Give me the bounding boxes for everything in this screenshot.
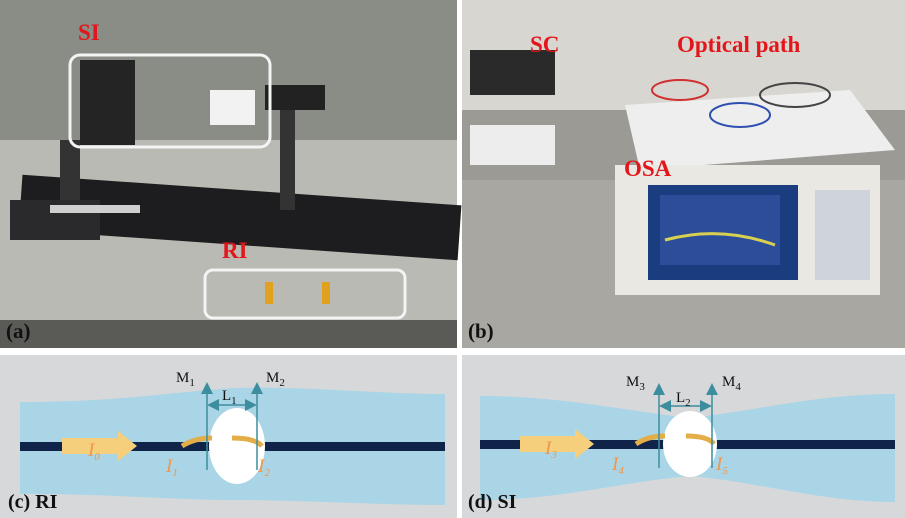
panel-caption: (d) SI — [468, 491, 517, 513]
label-part: 4 — [618, 465, 624, 477]
photo-label: SI — [78, 20, 100, 45]
photo-a: SI RI (a) — [0, 0, 461, 348]
label-part: 2 — [685, 397, 691, 409]
panel-label: (b) — [468, 319, 494, 343]
label-part: 1 — [172, 467, 178, 479]
figure: SI RI (a) SC Optical path OSA (b) — [0, 0, 905, 518]
photo-label: Optical path — [677, 32, 801, 57]
photo-label: SC — [530, 32, 559, 57]
photo-label: OSA — [624, 156, 672, 181]
label-part: 2 — [264, 467, 270, 479]
photo-label: RI — [222, 238, 248, 263]
label-part: M — [626, 374, 639, 390]
diagram-d: M3 M4 L2 I3 I4 I5 (d) SI — [462, 355, 905, 518]
label-part: 4 — [735, 381, 741, 393]
label-part: M — [176, 370, 189, 386]
label-part: 5 — [722, 465, 728, 477]
label-part: 1 — [189, 377, 195, 389]
label-part: 3 — [639, 381, 645, 393]
label-part: 2 — [279, 377, 285, 389]
label-part: 3 — [550, 449, 557, 461]
photo-b: SC Optical path OSA (b) — [462, 0, 905, 348]
label-part: M — [722, 374, 735, 390]
panel-label: (a) — [6, 319, 31, 343]
label-part: L — [676, 390, 685, 406]
label-part: M — [266, 370, 279, 386]
label-part: 1 — [231, 395, 237, 407]
diagram-c: M1 M2 L1 I0 I1 I2 (c) RI — [0, 355, 457, 518]
label-part: L — [222, 388, 231, 404]
label-part: 0 — [94, 451, 100, 463]
panel-caption: (c) RI — [8, 491, 58, 513]
